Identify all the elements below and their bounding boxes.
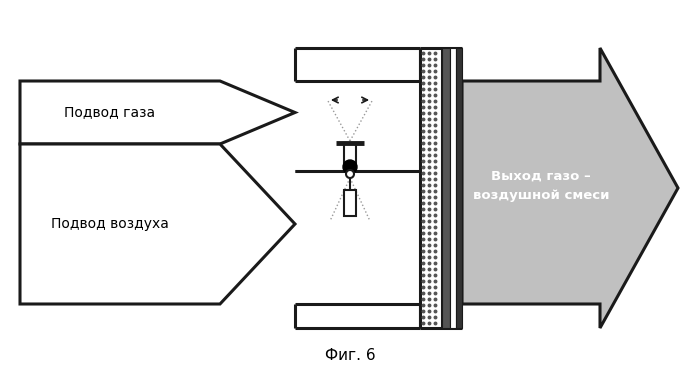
Text: Выход газо –: Выход газо – [491,170,591,182]
Bar [344,190,356,216]
Circle shape [346,170,354,178]
Polygon shape [20,81,295,144]
Polygon shape [20,144,295,304]
Circle shape [343,160,357,174]
Bar [442,48,450,328]
Polygon shape [462,48,678,328]
Text: Подвод газа: Подвод газа [64,106,155,120]
Bar [450,48,456,328]
Text: Фиг. 6: Фиг. 6 [325,349,375,364]
Bar [344,143,356,165]
Bar [456,48,462,328]
Text: воздушной смеси: воздушной смеси [473,190,609,203]
Text: Подвод воздуха: Подвод воздуха [51,217,169,231]
